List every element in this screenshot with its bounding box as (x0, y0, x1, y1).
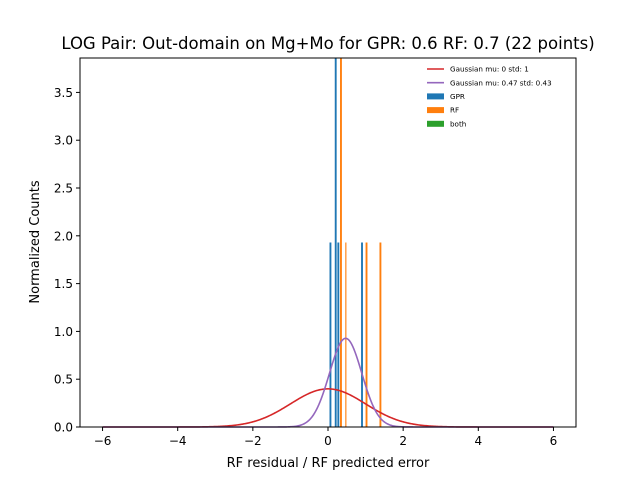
x-tick-label: −2 (244, 434, 262, 448)
legend-label: GPR (450, 92, 465, 101)
y-tick-label: 2.0 (54, 229, 73, 243)
legend-label: Gaussian mu: 0.47 std: 0.43 (450, 78, 552, 87)
y-tick-label: 0.0 (54, 421, 73, 435)
y-tick-label: 0.5 (54, 373, 73, 387)
x-axis: −6 −4 −2 0 2 4 6 (94, 427, 558, 448)
bar-gpr-3 (361, 242, 363, 427)
bar-rf-4 (340, 58, 342, 427)
x-tick-label: −4 (169, 434, 187, 448)
x-axis-label: RF residual / RF predicted error (227, 456, 430, 471)
bar-gpr-2 (337, 242, 340, 427)
y-tick-label: 3.0 (54, 134, 73, 148)
y-tick-label: 2.5 (54, 182, 73, 196)
legend-swatch-patch (427, 120, 444, 127)
y-tick-label: 1.5 (54, 277, 73, 291)
chart-title: LOG Pair: Out-domain on Mg+Mo for GPR: 0… (61, 34, 594, 53)
legend-label: both (450, 119, 466, 128)
x-tick-label: 2 (399, 434, 407, 448)
legend-swatch-patch (427, 107, 444, 114)
x-tick-label: 0 (324, 434, 332, 448)
bar-rf-6 (365, 242, 368, 427)
bar-gpr-1 (334, 58, 337, 427)
x-tick-label: −6 (94, 434, 112, 448)
legend: Gaussian mu: 0 std: 1 Gaussian mu: 0.47 s… (427, 65, 552, 128)
y-axis: 0.0 0.5 1.0 1.5 2.0 2.5 3.0 3.5 (54, 86, 80, 435)
legend-label: Gaussian mu: 0 std: 1 (450, 65, 529, 74)
bar-rf-5 (345, 242, 347, 427)
y-axis-label: Normalized Counts (28, 180, 43, 303)
y-tick-label: 3.5 (54, 86, 73, 100)
x-tick-label: 4 (474, 434, 482, 448)
x-tick-label: 6 (550, 434, 558, 448)
bar-rf-7 (379, 242, 382, 427)
bar-gpr-0 (329, 242, 332, 427)
legend-swatch-patch (427, 93, 444, 100)
legend-label: RF (450, 106, 459, 115)
y-tick-label: 1.0 (54, 325, 73, 339)
